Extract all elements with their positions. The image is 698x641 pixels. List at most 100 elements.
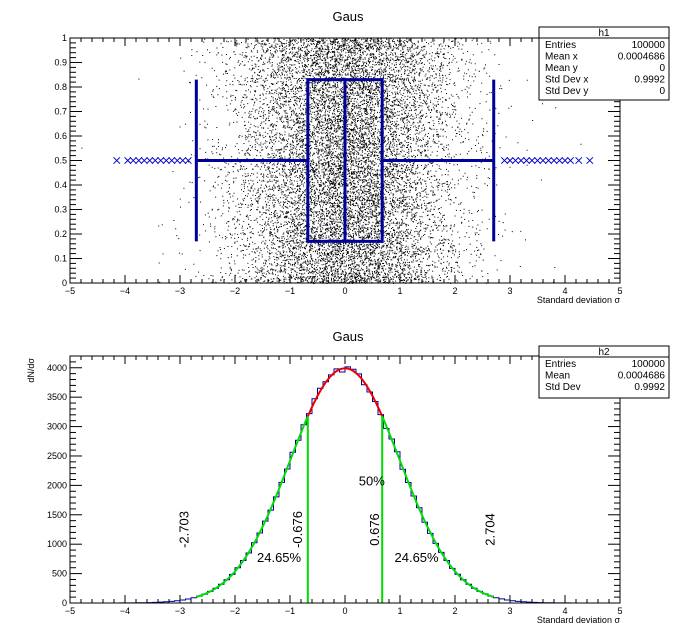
bottom-annotations: -2.703 -0.676 0.676 2.704 50% 24.65% 24.65% bbox=[176, 473, 497, 564]
top-box-plot bbox=[194, 78, 496, 243]
bottom-chart-title: Gaus bbox=[332, 329, 364, 344]
stats-row-label: Mean x bbox=[545, 52, 578, 63]
stats-row-label: Entries bbox=[545, 40, 576, 51]
outlier-marker bbox=[544, 156, 553, 165]
fit-curve-red bbox=[306, 367, 384, 417]
stats-row-value: 0.9992 bbox=[634, 75, 665, 86]
bottom-x-tick-label: 0 bbox=[342, 606, 347, 616]
outlier-marker bbox=[135, 156, 143, 165]
outlier-marker bbox=[575, 156, 583, 165]
outlier-marker bbox=[539, 156, 547, 165]
top-x-tick-label: −2 bbox=[230, 286, 240, 296]
outlier-marker bbox=[184, 156, 192, 165]
stats-row-label: Std Dev y bbox=[545, 86, 588, 97]
stats-row-value: 0.0004686 bbox=[618, 52, 666, 63]
top-x-tick-label: 2 bbox=[452, 286, 457, 296]
outlier-marker bbox=[124, 156, 132, 165]
bottom-x-tick-label: 2 bbox=[452, 606, 457, 616]
top-scatter-dots bbox=[81, 38, 582, 284]
top-x-tick-label: −5 bbox=[65, 286, 75, 296]
bottom-x-axis-label: Standard deviation σ bbox=[537, 615, 621, 625]
outlier-marker bbox=[522, 156, 531, 165]
stats-row-value: 100000 bbox=[632, 40, 666, 51]
bottom-x-tick-label: −1 bbox=[285, 606, 295, 616]
bottom-x-tick-label: 3 bbox=[507, 606, 512, 616]
bottom-x-tick-label: 1 bbox=[397, 606, 402, 616]
outlier-marker bbox=[146, 156, 154, 165]
top-y-tick-label: 0.2 bbox=[54, 229, 67, 239]
stats-row-value: 0.9992 bbox=[634, 382, 665, 393]
stats-row-label: Entries bbox=[545, 359, 576, 370]
outlier-marker bbox=[561, 156, 569, 165]
bottom-y-axis-label: dN/dσ bbox=[26, 358, 36, 383]
bottom-y-tick-label: 4000 bbox=[47, 363, 67, 373]
outlier-marker bbox=[528, 156, 536, 165]
top-x-tick-label: −4 bbox=[120, 286, 130, 296]
stats-row-value: 0 bbox=[659, 86, 665, 97]
top-stats-name: h1 bbox=[598, 28, 610, 39]
stats-row-value: 0 bbox=[659, 63, 665, 74]
annotation-label: 2.704 bbox=[483, 513, 498, 546]
bottom-y-tick-label: 0 bbox=[62, 598, 67, 608]
bottom-y-tick-label: 1500 bbox=[47, 510, 67, 520]
outlier-marker bbox=[500, 156, 509, 165]
top-stats-box: h1 Entries 100000 Mean x 0.0004686 Mean y 0 St… bbox=[538, 26, 670, 101]
stats-row-label: Std Dev bbox=[545, 382, 581, 393]
outlier-marker bbox=[511, 156, 520, 165]
bottom-y-tick-label: 2000 bbox=[47, 480, 67, 490]
bottom-y-tick-label: 3500 bbox=[47, 392, 67, 402]
top-x-tick-label: 5 bbox=[617, 286, 622, 296]
bottom-x-tick-label: −4 bbox=[120, 606, 130, 616]
bottom-quartile-lines bbox=[306, 416, 384, 603]
annotation-label: 24.65% bbox=[395, 550, 440, 565]
top-y-tick-label: 0.3 bbox=[54, 205, 67, 215]
annotation-label: -0.676 bbox=[290, 511, 305, 548]
top-y-axis: 0 0.1 0.2 0.3 0.4 0.5 0.6 0.7 0.8 0.9 1 bbox=[54, 33, 620, 288]
top-y-tick-label: 0 bbox=[62, 278, 67, 288]
stats-row-value: 0.0004686 bbox=[618, 371, 666, 382]
top-x-tick-label: 0 bbox=[342, 286, 347, 296]
fit-curve-green bbox=[195, 415, 309, 598]
top-x-tick-label: 1 bbox=[397, 286, 402, 296]
top-y-tick-label: 0.5 bbox=[54, 156, 67, 166]
top-y-tick-label: 0.6 bbox=[54, 131, 67, 141]
top-y-tick-label: 0.9 bbox=[54, 58, 67, 68]
annotation-label: 0.676 bbox=[367, 513, 382, 546]
bottom-stats-frame bbox=[538, 345, 670, 399]
stats-row-label: Mean y bbox=[545, 63, 578, 74]
outlier-marker bbox=[173, 156, 181, 165]
bottom-y-tick-label: 500 bbox=[52, 569, 67, 579]
top-outlier-markers bbox=[113, 156, 594, 165]
top-y-tick-label: 0.7 bbox=[54, 107, 67, 117]
top-x-axis: −5 −4 −3 −2 −1 0 1 2 3 4 5 bbox=[65, 38, 623, 296]
top-x-axis-label: Standard deviation σ bbox=[537, 295, 621, 305]
top-y-tick-label: 1 bbox=[62, 33, 67, 43]
outlier-marker bbox=[151, 156, 159, 165]
bottom-y-tick-label: 2500 bbox=[47, 451, 67, 461]
outlier-marker bbox=[129, 156, 137, 165]
bottom-fit-curves bbox=[195, 367, 495, 598]
bottom-y-tick-label: 3000 bbox=[47, 422, 67, 432]
fit-curve-green bbox=[381, 415, 495, 598]
outlier-marker bbox=[506, 156, 514, 165]
outlier-marker bbox=[555, 156, 564, 165]
bottom-stats-box: h2 Entries 100000 Mean 0.0004686 Std Dev 0.99… bbox=[538, 345, 670, 399]
annotation-label: 50% bbox=[359, 473, 385, 488]
top-x-tick-label: 3 bbox=[507, 286, 512, 296]
bottom-x-tick-label: 5 bbox=[617, 606, 622, 616]
outlier-marker bbox=[517, 156, 525, 165]
stats-row-label: Std Dev x bbox=[545, 75, 588, 86]
top-scatter-points bbox=[81, 38, 582, 284]
outlier-marker bbox=[179, 156, 187, 165]
top-y-tick-label: 0.8 bbox=[54, 82, 67, 92]
top-y-tick-label: 0.1 bbox=[54, 254, 67, 264]
top-x-tick-label: 4 bbox=[562, 286, 567, 296]
outlier-marker bbox=[566, 156, 575, 165]
top-y-tick-label: 0.4 bbox=[54, 180, 67, 190]
top-chart-title: Gaus bbox=[332, 9, 364, 24]
stats-row-label: Mean bbox=[545, 371, 570, 382]
outlier-marker bbox=[168, 156, 176, 165]
top-x-tick-label: −3 bbox=[175, 286, 185, 296]
bottom-x-tick-label: −5 bbox=[65, 606, 75, 616]
